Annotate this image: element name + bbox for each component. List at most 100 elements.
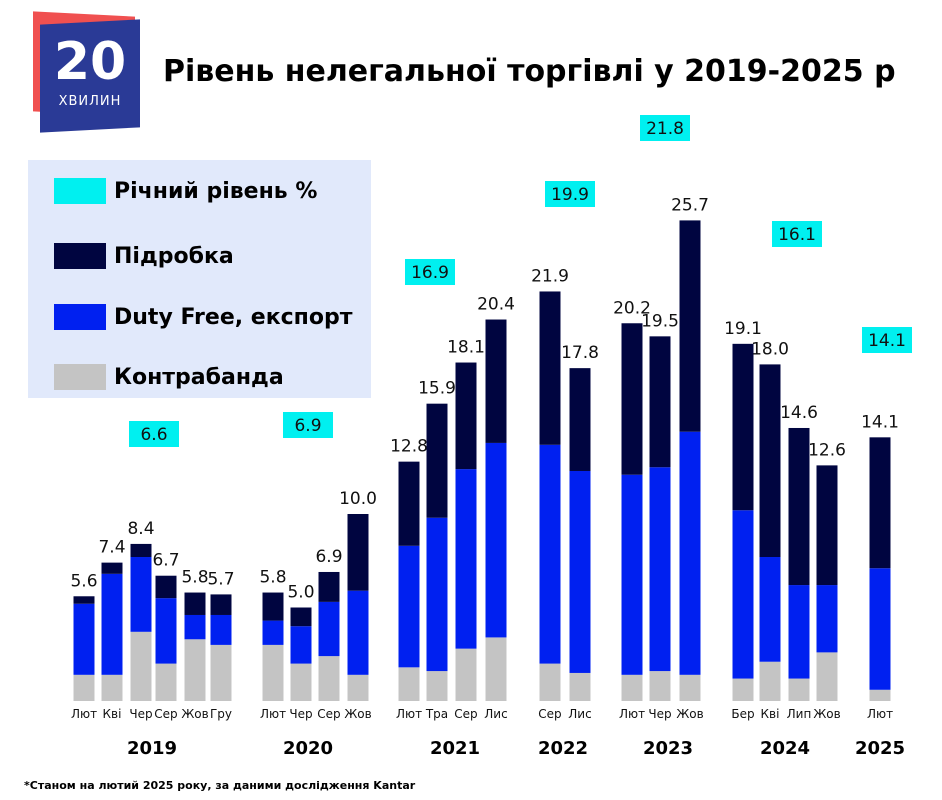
month-tick-label: Кві [103, 707, 122, 721]
bar-segment-counterfeit [569, 368, 591, 471]
bar-segment-contraband [759, 661, 781, 701]
bar-total-label: 18.0 [751, 339, 789, 359]
month-tick-label: Гру [210, 707, 232, 721]
bar-segment-duty-free [426, 517, 448, 672]
bar-total-label: 17.8 [561, 343, 599, 363]
bar-segment-counterfeit [759, 364, 781, 558]
bar-segment-contraband [318, 656, 340, 701]
month-tick-label: Сер [538, 707, 561, 721]
month-tick-label: Лют [71, 707, 97, 721]
legend-label: Річний рівень % [114, 178, 318, 204]
bar-segment-counterfeit [426, 403, 448, 518]
annual-level-label: 6.9 [294, 416, 321, 436]
month-tick-label: Чер [289, 707, 312, 721]
year-label: 2019 [127, 738, 177, 759]
bar-total-label: 6.9 [315, 547, 342, 567]
bar-segment-counterfeit [290, 607, 312, 627]
year-label: 2020 [283, 738, 333, 759]
bar-total-label: 6.7 [152, 551, 179, 571]
bar-total-label: 8.4 [127, 519, 154, 539]
bar-total-label: 14.6 [780, 403, 818, 423]
bar-segment-duty-free [101, 573, 123, 675]
bar-segment-duty-free [455, 469, 477, 649]
bar-segment-duty-free [73, 603, 95, 675]
logo-subtext: ХВИЛИН [58, 94, 122, 109]
annual-level-box [283, 412, 333, 438]
bar-segment-duty-free [347, 590, 369, 675]
page-title: Рівень нелегальної торгівлі у 2019-2025 … [163, 54, 896, 89]
bar-segment-counterfeit [210, 594, 232, 615]
annual-level-box [862, 327, 912, 353]
annual-level-label: 16.1 [778, 225, 816, 245]
bar-total-label: 10.0 [339, 489, 377, 509]
bar-segment-duty-free [539, 444, 561, 664]
month-tick-label: Сер [454, 707, 477, 721]
bar-total-label: 5.8 [259, 568, 286, 588]
bar-segment-duty-free [155, 598, 177, 664]
legend-label: Підробка [114, 243, 234, 269]
bar-segment-counterfeit [649, 336, 671, 468]
bar-segment-contraband [101, 674, 123, 701]
bar-segment-counterfeit [73, 596, 95, 604]
legend-label: Контрабанда [114, 364, 284, 390]
bar-segment-contraband [73, 674, 95, 701]
annual-level-label: 21.8 [646, 119, 684, 139]
year-label: 2023 [643, 738, 693, 759]
year-label: 2022 [538, 738, 588, 759]
bar-segment-duty-free [732, 510, 754, 679]
year-label: 2024 [760, 738, 810, 759]
bar-segment-counterfeit [869, 437, 891, 569]
bar-total-label: 12.6 [808, 440, 846, 460]
bar-total-label: 20.2 [613, 298, 651, 318]
bar-total-label: 18.1 [447, 338, 485, 358]
bar-segment-counterfeit [347, 514, 369, 591]
annual-level-box [405, 259, 455, 285]
month-tick-label: Жов [676, 707, 703, 721]
bar-segment-contraband [869, 689, 891, 701]
month-tick-label: Сер [154, 707, 177, 721]
footnote: *Станом на лютий 2025 року, за даними до… [24, 779, 416, 792]
month-tick-label: Чер [648, 707, 671, 721]
month-tick-label: Жов [813, 707, 840, 721]
bar-segment-contraband [649, 671, 671, 701]
month-tick-label: Лют [260, 707, 286, 721]
bar-segment-counterfeit [130, 543, 152, 558]
bar-total-label: 19.5 [641, 311, 679, 331]
annual-level-label: 19.9 [551, 185, 589, 205]
bar-segment-contraband [485, 637, 507, 701]
bar-segment-duty-free [398, 545, 420, 668]
bar-total-label: 5.8 [181, 568, 208, 588]
bar-segment-contraband [184, 639, 206, 701]
bar-segment-duty-free [569, 470, 591, 673]
month-tick-label: Лют [619, 707, 645, 721]
annual-level-box [772, 221, 822, 247]
bar-segment-duty-free [318, 601, 340, 657]
legend-item-annual: Річний рівень % [54, 178, 317, 204]
bar-segment-duty-free [869, 568, 891, 690]
bar-segment-counterfeit [788, 427, 810, 586]
logo-number: 20 [53, 32, 127, 92]
legend-item-duty-free: Duty Free, експорт [54, 304, 352, 330]
bar-segment-duty-free [485, 442, 507, 638]
year-label: 2025 [855, 738, 905, 759]
bar-segment-counterfeit [816, 465, 838, 586]
bar-segment-contraband [679, 674, 701, 701]
bar-total-label: 25.7 [671, 195, 709, 215]
bar-segment-duty-free [679, 431, 701, 675]
month-tick-label: Чер [129, 707, 152, 721]
annual-level-box [545, 181, 595, 207]
bar-segment-counterfeit [485, 319, 507, 443]
bar-segment-counterfeit [621, 323, 643, 475]
month-tick-label: Лис [568, 707, 591, 721]
bar-segment-duty-free [262, 620, 284, 645]
bar-segment-duty-free [290, 626, 312, 664]
bar-segment-contraband [569, 672, 591, 701]
bar-segment-counterfeit [539, 291, 561, 445]
bar-segment-duty-free [184, 614, 206, 640]
bar-total-label: 5.7 [207, 569, 234, 589]
bar-segment-contraband [155, 663, 177, 701]
bar-segment-contraband [290, 663, 312, 701]
legend-swatch [54, 243, 106, 269]
